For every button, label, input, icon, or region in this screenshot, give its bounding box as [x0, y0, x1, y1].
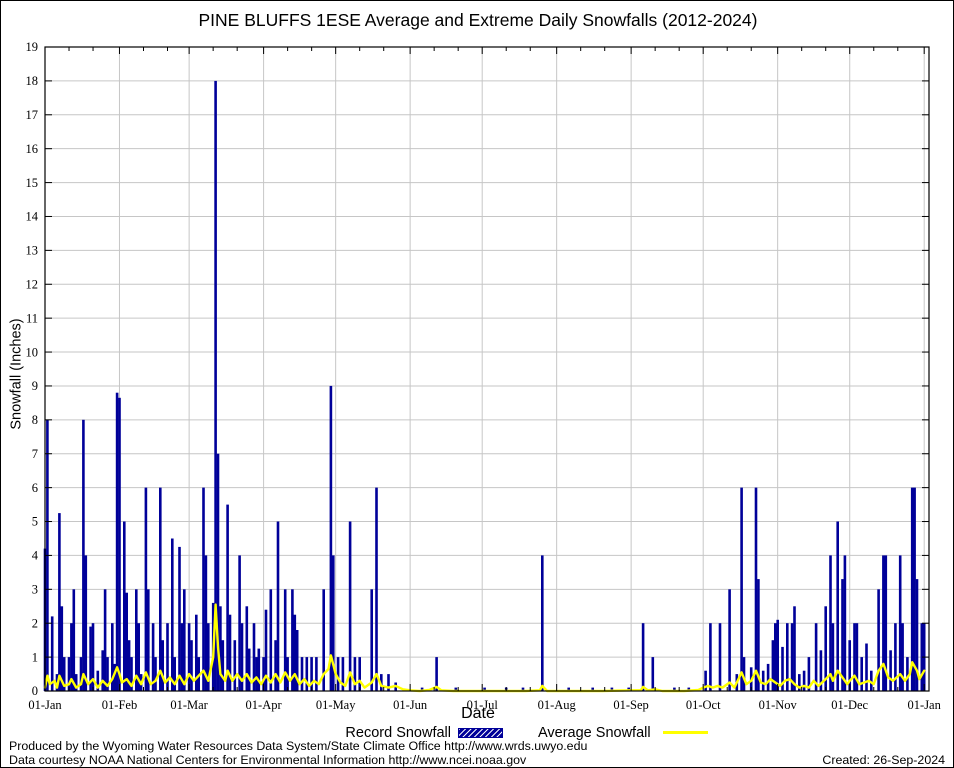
x-tick-label: 01-Jan: [28, 698, 62, 712]
x-tick-label: 01-Aug: [538, 698, 577, 712]
footer-data-courtesy: Data courtesy NOAA National Centers for …: [9, 753, 527, 767]
legend-record-snowfall-swatch: [458, 728, 503, 738]
footer-produced-by: Produced by the Wyoming Water Resources …: [9, 739, 588, 753]
y-tick-label: 0: [32, 684, 38, 698]
chart-title: PINE BLUFFS 1ESE Average and Extreme Dai…: [198, 10, 758, 30]
x-axis-label: Date: [461, 705, 495, 722]
y-tick-label: 17: [26, 108, 39, 122]
x-tick-label: 01-Jul: [467, 698, 499, 712]
y-axis-label: Snowfall (Inches): [8, 318, 25, 430]
legend-record-snowfall-label: Record Snowfall: [345, 725, 451, 741]
x-tick-label: 01-Sep: [613, 698, 648, 712]
legend-average-snowfall-label: Average Snowfall: [538, 725, 651, 741]
y-tick-label: 10: [26, 345, 39, 359]
y-tick-label: 7: [32, 447, 38, 461]
x-tick-label: 01-Nov: [759, 698, 798, 712]
y-tick-label: 9: [32, 379, 38, 393]
y-tick-label: 19: [26, 40, 39, 54]
x-tick-label: 01-Jan: [908, 698, 942, 712]
y-tick-label: 15: [26, 176, 39, 190]
y-tick-label: 11: [26, 311, 38, 325]
x-tick-label: 01-Apr: [246, 698, 283, 712]
x-tick-label: 01-May: [316, 698, 356, 712]
y-tick-label: 12: [26, 278, 39, 292]
x-tick-label: 01-Oct: [686, 698, 721, 712]
y-tick-label: 1: [32, 650, 38, 664]
y-tick-label: 14: [26, 210, 39, 224]
x-tick-label: 01-Dec: [831, 698, 868, 712]
footer-created-date: Created: 26-Sep-2024: [822, 753, 945, 767]
y-tick-label: 18: [26, 74, 39, 88]
y-tick-label: 2: [32, 616, 38, 630]
y-tick-label: 5: [32, 515, 38, 529]
y-tick-label: 4: [32, 549, 39, 563]
x-tick-label: 01-Mar: [170, 698, 208, 712]
y-tick-label: 13: [26, 244, 39, 258]
x-tick-label: 01-Feb: [102, 698, 137, 712]
x-tick-label: 01-Jun: [393, 698, 428, 712]
y-tick-label: 3: [32, 583, 38, 597]
y-tick-label: 6: [32, 481, 38, 495]
y-tick-label: 16: [26, 142, 39, 156]
y-tick-label: 8: [32, 413, 38, 427]
legend-average-snowfall-line: [663, 731, 708, 734]
